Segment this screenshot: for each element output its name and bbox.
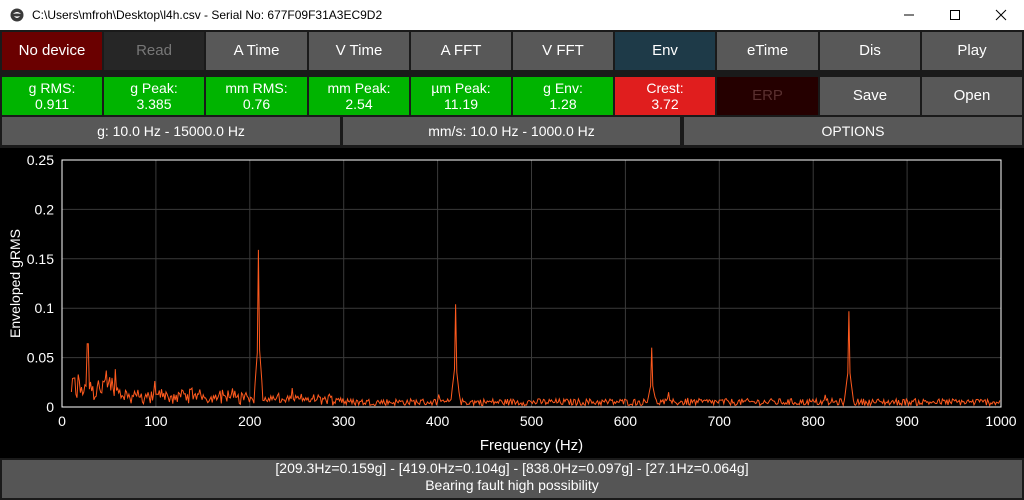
x-tick-label: 200	[238, 413, 262, 429]
v-fft-label: V FFT	[542, 42, 584, 59]
a-time-button[interactable]: A Time	[206, 32, 307, 70]
play-button[interactable]: Play	[922, 32, 1022, 70]
x-tick-label: 900	[895, 413, 919, 429]
y-tick-label: 0.15	[27, 251, 54, 267]
spectrum-plot-area: 0 100 200 300 400 500 600 700 800 900 1000 0 0.05 0.1…	[0, 148, 1024, 458]
minimize-button[interactable]	[886, 0, 932, 30]
v-fft-button[interactable]: V FFT	[513, 32, 613, 70]
maximize-button[interactable]	[932, 0, 978, 30]
mms-filter-label: mm/s: 10.0 Hz - 1000.0 Hz	[428, 123, 595, 139]
title-bar: C:\Users\mfroh\Desktop\l4h.csv - Serial …	[0, 0, 1024, 30]
g-env-value: 1.28	[549, 96, 577, 112]
y-tick-label: 0.1	[35, 300, 55, 316]
dis-label: Dis	[859, 42, 881, 59]
mm-rms-label: mm RMS:	[225, 80, 288, 96]
g-peak-metric: g Peak: 3.385	[104, 77, 204, 115]
no-device-label: No device	[18, 42, 86, 59]
diagnosis-text: Bearing fault high possibility	[425, 477, 599, 493]
maximize-icon	[950, 10, 960, 20]
mm-peak-metric: mm Peak: 2.54	[309, 77, 409, 115]
status-bar: [209.3Hz=0.159g] - [419.0Hz=0.104g] - [8…	[2, 460, 1022, 498]
save-button[interactable]: Save	[820, 77, 920, 115]
x-axis-label: Frequency (Hz)	[480, 437, 583, 454]
g-filter-button[interactable]: g: 10.0 Hz - 15000.0 Hz	[2, 117, 340, 145]
options-label: OPTIONS	[821, 123, 885, 139]
env-label: Env	[652, 42, 678, 59]
close-icon	[995, 9, 1007, 21]
y-tick-label: 0.2	[35, 201, 55, 217]
g-filter-label: g: 10.0 Hz - 15000.0 Hz	[97, 123, 245, 139]
mm-rms-value: 0.76	[242, 96, 271, 112]
dis-button[interactable]: Dis	[820, 32, 920, 70]
x-tick-label: 400	[426, 413, 450, 429]
crest-metric: Crest: 3.72	[615, 77, 715, 115]
g-env-metric: g Env: 1.28	[513, 77, 613, 115]
close-button[interactable]	[978, 0, 1024, 30]
v-time-button[interactable]: V Time	[309, 32, 409, 70]
erp-button[interactable]: ERP	[717, 77, 818, 115]
mm-peak-label: mm Peak:	[327, 80, 391, 96]
mm-peak-value: 2.54	[345, 96, 373, 112]
um-peak-value: 11.19	[444, 96, 478, 112]
env-button[interactable]: Env	[615, 32, 715, 70]
x-tick-label: 100	[144, 413, 168, 429]
x-tick-label: 300	[332, 413, 356, 429]
envelope-spectrum-chart: 0 100 200 300 400 500 600 700 800 900 1000 0 0.05 0.1…	[7, 152, 1017, 454]
minimize-icon	[904, 14, 914, 16]
um-peak-label: µm Peak:	[431, 80, 491, 96]
save-label: Save	[852, 87, 888, 104]
v-time-label: V Time	[335, 42, 383, 59]
y-tick-label: 0	[46, 399, 54, 415]
app-logo-icon	[10, 8, 24, 22]
read-label: Read	[136, 42, 172, 59]
x-tick-label: 1000	[985, 413, 1016, 429]
x-tick-label: 700	[708, 413, 732, 429]
y-tick-label: 0.05	[27, 350, 54, 366]
g-env-label: g Env:	[543, 80, 583, 96]
y-tick-label: 0.25	[27, 152, 54, 168]
g-rms-label: g RMS:	[28, 80, 76, 96]
g-peak-value: 3.385	[136, 96, 172, 112]
window-title: C:\Users\mfroh\Desktop\l4h.csv - Serial …	[32, 8, 383, 22]
um-peak-metric: µm Peak: 11.19	[411, 77, 511, 115]
g-rms-metric: g RMS: 0.911	[2, 77, 102, 115]
x-tick-label: 600	[614, 413, 638, 429]
options-button[interactable]: OPTIONS	[684, 117, 1022, 145]
play-label: Play	[957, 42, 987, 59]
a-time-label: A Time	[233, 42, 280, 59]
x-tick-label: 500	[520, 413, 544, 429]
peak-summary-text: [209.3Hz=0.159g] - [419.0Hz=0.104g] - [8…	[275, 460, 749, 476]
mms-filter-button[interactable]: mm/s: 10.0 Hz - 1000.0 Hz	[343, 117, 680, 145]
y-axis-label: Enveloped gRMS	[7, 229, 23, 338]
open-button[interactable]: Open	[922, 77, 1022, 115]
no-device-button[interactable]: No device	[2, 32, 102, 70]
a-fft-label: A FFT	[440, 42, 482, 59]
erp-label: ERP	[752, 87, 783, 104]
plot-frame	[61, 159, 1002, 408]
g-rms-value: 0.911	[35, 96, 69, 112]
spectrum-series-line	[70, 249, 1001, 408]
crest-value: 3.72	[651, 96, 679, 112]
read-button[interactable]: Read	[104, 32, 204, 70]
etime-button[interactable]: eTime	[717, 32, 818, 70]
open-label: Open	[953, 87, 991, 104]
x-tick-label: 800	[802, 413, 826, 429]
etime-label: eTime	[746, 42, 789, 59]
a-fft-button[interactable]: A FFT	[411, 32, 511, 70]
x-tick-label: 0	[58, 413, 66, 429]
crest-label: Crest:	[646, 80, 684, 96]
mm-rms-metric: mm RMS: 0.76	[206, 77, 307, 115]
g-peak-label: g Peak:	[130, 80, 178, 96]
